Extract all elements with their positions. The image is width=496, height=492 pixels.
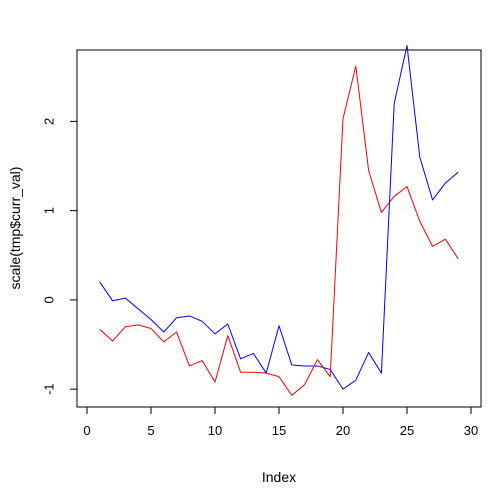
- x-tick-label: 10: [208, 423, 222, 438]
- axes: 0 5 10 15 20 25 30 -1 0 1 2: [41, 118, 478, 438]
- x-axis-label: Index: [262, 469, 296, 485]
- plot-frame: [76, 49, 482, 408]
- series-line-2: [99, 65, 459, 396]
- y-tick-label: 2: [41, 118, 56, 125]
- x-tick-label: 0: [83, 423, 90, 438]
- y-tick-label: 1: [41, 207, 56, 214]
- x-tick-label: 25: [400, 423, 414, 438]
- y-tick-label: -1: [41, 383, 56, 395]
- y-axis-label: scale(tmp$curr_val): [7, 167, 23, 290]
- x-tick-label: 30: [464, 423, 478, 438]
- x-tick-label: 20: [336, 423, 350, 438]
- series-line-1: [99, 45, 459, 390]
- y-tick-label: 0: [41, 296, 56, 303]
- series-group: [99, 45, 459, 396]
- x-tick-label: 5: [147, 423, 154, 438]
- x-tick-label: 15: [272, 423, 286, 438]
